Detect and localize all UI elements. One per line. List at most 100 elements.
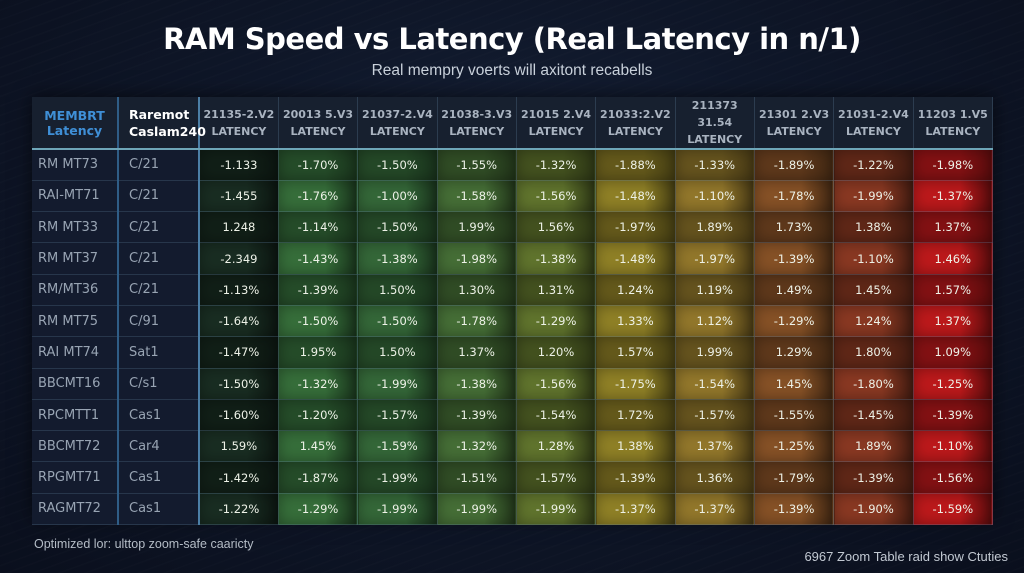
latency-cell[interactable]: -1.20% (278, 399, 359, 432)
latency-cell[interactable]: -1.56% (516, 180, 597, 213)
latency-cell[interactable]: -1.56% (913, 461, 994, 494)
latency-cell[interactable]: -1.51% (437, 461, 517, 494)
latency-cell[interactable]: 1.89% (833, 430, 914, 463)
latency-cell[interactable]: -1.75% (595, 368, 676, 400)
latency-cell[interactable]: 1.45% (754, 368, 835, 400)
latency-cell[interactable]: -1.97% (675, 242, 755, 275)
latency-cell[interactable]: 1.57% (913, 274, 994, 306)
latency-cell[interactable]: -1.37% (675, 493, 755, 526)
latency-cell[interactable]: -1.89% (754, 149, 835, 181)
speed-column-header[interactable]: 21033:2.V2 LATENCY (595, 97, 676, 150)
latency-cell[interactable]: -1.48% (595, 180, 676, 213)
latency-cell[interactable]: -1.29% (754, 305, 835, 338)
latency-cell[interactable]: -1.76% (278, 180, 359, 213)
latency-cell[interactable]: -1.57% (516, 461, 597, 494)
latency-cell[interactable]: -1.99% (357, 368, 438, 400)
latency-cell[interactable]: -1.43% (278, 242, 359, 275)
latency-cell[interactable]: -1.78% (437, 305, 517, 338)
latency-cell[interactable]: -1.98% (913, 149, 994, 181)
latency-cell[interactable]: 1.46% (913, 242, 994, 275)
latency-cell[interactable]: -1.70% (278, 149, 359, 181)
latency-cell[interactable]: -1.59% (357, 430, 438, 463)
latency-cell[interactable]: 1.80% (833, 336, 914, 369)
latency-cell[interactable]: -1.59% (913, 493, 994, 526)
latency-cell[interactable]: -1.10% (833, 242, 914, 275)
latency-cell[interactable]: -1.87% (278, 461, 359, 494)
latency-cell[interactable]: 1.29% (754, 336, 835, 369)
latency-cell[interactable]: 1.36% (675, 461, 755, 494)
latency-cell[interactable]: 1.72% (595, 399, 676, 432)
latency-cell[interactable]: -1.58% (437, 180, 517, 213)
latency-cell[interactable]: -1.47% (199, 336, 279, 369)
cas-column-header[interactable]: Raremot Caslam240 (118, 97, 206, 150)
latency-cell[interactable]: 1.45% (833, 274, 914, 306)
latency-cell[interactable]: 1.20% (516, 336, 597, 369)
latency-cell[interactable]: -1.50% (357, 149, 438, 181)
latency-cell[interactable]: 1.57% (595, 336, 676, 369)
latency-cell[interactable]: -1.48% (595, 242, 676, 275)
latency-cell[interactable]: -1.50% (278, 305, 359, 338)
latency-cell[interactable]: -1.55% (754, 399, 835, 432)
latency-cell[interactable]: 1.50% (357, 274, 438, 306)
latency-cell[interactable]: -1.39% (278, 274, 359, 306)
latency-cell[interactable]: -1.79% (754, 461, 835, 494)
latency-cell[interactable]: 1.99% (675, 336, 755, 369)
speed-column-header[interactable]: 21038-3.V3 LATENCY (437, 97, 517, 150)
latency-cell[interactable]: -1.14% (278, 211, 359, 244)
latency-cell[interactable]: -1.54% (516, 399, 597, 432)
latency-cell[interactable]: -1.64% (199, 305, 279, 338)
latency-cell[interactable]: 1.37% (675, 430, 755, 463)
speed-column-header[interactable]: 21037-2.V4 LATENCY (357, 97, 438, 150)
latency-cell[interactable]: -1.22% (199, 493, 279, 526)
latency-cell[interactable]: 1.24% (595, 274, 676, 306)
latency-cell[interactable]: 1.38% (833, 211, 914, 244)
latency-cell[interactable]: -1.60% (199, 399, 279, 432)
latency-cell[interactable]: -1.38% (357, 242, 438, 275)
latency-cell[interactable]: -1.54% (675, 368, 755, 400)
latency-cell[interactable]: -1.99% (357, 493, 438, 526)
latency-cell[interactable]: 1.28% (516, 430, 597, 463)
speed-column-header[interactable]: 211373 31.54 LATENCY (675, 97, 755, 150)
latency-cell[interactable]: -1.39% (913, 399, 994, 432)
latency-cell[interactable]: -1.57% (357, 399, 438, 432)
speed-column-header[interactable]: 11203 1.V5 LATENCY (913, 97, 994, 150)
latency-cell[interactable]: 1.24% (833, 305, 914, 338)
latency-cell[interactable]: 1.45% (278, 430, 359, 463)
latency-cell[interactable]: 1.59% (199, 430, 279, 463)
latency-cell[interactable]: 1.19% (675, 274, 755, 306)
latency-cell[interactable]: 1.37% (437, 336, 517, 369)
latency-cell[interactable]: -1.99% (437, 493, 517, 526)
latency-cell[interactable]: -1.90% (833, 493, 914, 526)
speed-column-header[interactable]: 21031-2.V4 LATENCY (833, 97, 914, 150)
latency-cell[interactable]: -1.50% (199, 368, 279, 400)
latency-cell[interactable]: -1.99% (516, 493, 597, 526)
latency-cell[interactable]: -1.98% (437, 242, 517, 275)
latency-cell[interactable]: -1.50% (357, 211, 438, 244)
latency-cell[interactable]: -1.97% (595, 211, 676, 244)
latency-cell[interactable]: 1.38% (595, 430, 676, 463)
latency-cell[interactable]: -1.88% (595, 149, 676, 181)
latency-cell[interactable]: 1.56% (516, 211, 597, 244)
latency-cell[interactable]: -2.349 (199, 242, 279, 275)
latency-cell[interactable]: -1.37% (913, 180, 994, 213)
latency-cell[interactable]: 1.73% (754, 211, 835, 244)
latency-cell[interactable]: 1.248 (199, 211, 279, 244)
latency-cell[interactable]: -1.78% (754, 180, 835, 213)
latency-cell[interactable]: -1.32% (437, 430, 517, 463)
latency-cell[interactable]: -1.80% (833, 368, 914, 400)
latency-cell[interactable]: 1.99% (437, 211, 517, 244)
latency-cell[interactable]: -1.37% (595, 493, 676, 526)
latency-cell[interactable]: -1.38% (516, 242, 597, 275)
latency-cell[interactable]: -1.29% (516, 305, 597, 338)
latency-cell[interactable]: 1.31% (516, 274, 597, 306)
latency-cell[interactable]: -1.22% (833, 149, 914, 181)
speed-column-header[interactable]: 21135-2.V2 LATENCY (199, 97, 279, 150)
latency-cell[interactable]: -1.29% (278, 493, 359, 526)
latency-cell[interactable]: -1.455 (199, 180, 279, 213)
latency-cell[interactable]: -1.56% (516, 368, 597, 400)
latency-cell[interactable]: -1.39% (595, 461, 676, 494)
latency-cell[interactable]: -1.13% (199, 274, 279, 306)
latency-cell[interactable]: 1.37% (913, 305, 994, 338)
latency-cell[interactable]: -1.25% (913, 368, 994, 400)
speed-column-header[interactable]: 20013 5.V3 LATENCY (278, 97, 359, 150)
